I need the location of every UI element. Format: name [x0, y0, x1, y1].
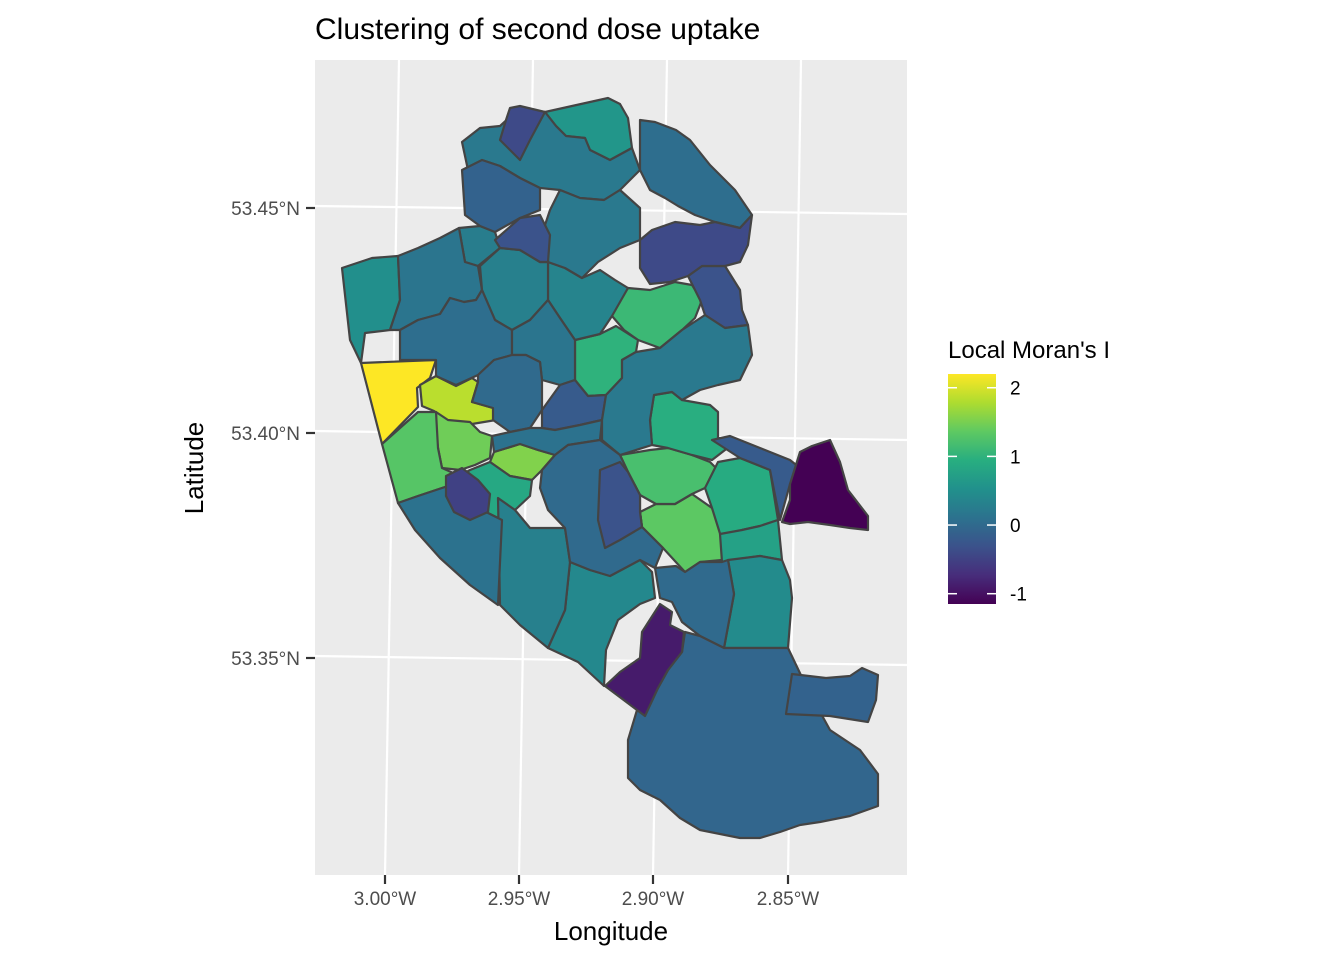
gridline-lat-53.35	[315, 654, 907, 667]
legend-tick-label: 2	[1010, 379, 1021, 400]
x-tick-label: 3.00°W	[354, 889, 417, 910]
region	[603, 602, 686, 718]
map-regions	[340, 96, 880, 840]
region	[493, 213, 552, 264]
region	[722, 554, 794, 650]
region	[780, 438, 870, 532]
region	[496, 496, 572, 650]
legend-colorbar	[948, 374, 996, 604]
region	[596, 460, 644, 550]
legend: Local Moran's I 2 1 0 -1	[948, 337, 1110, 606]
x-tick-label: 2.90°W	[622, 889, 685, 910]
legend-ticks: 2 1 0 -1	[948, 379, 1027, 606]
x-tick-label: 2.85°W	[757, 889, 820, 910]
legend-tick-label: 1	[1010, 447, 1021, 468]
y-tick-label: 53.40°N	[231, 424, 300, 445]
region	[396, 474, 504, 607]
y-tick-label: 53.45°N	[231, 199, 300, 220]
region	[784, 666, 880, 724]
y-tick-label: 53.35°N	[231, 649, 300, 670]
chart-title: Clustering of second dose uptake	[315, 13, 760, 46]
y-axis-title: Latitude	[179, 422, 209, 515]
region	[444, 466, 492, 522]
axis-ticks	[306, 206, 790, 884]
region	[638, 213, 754, 286]
region	[498, 104, 547, 162]
x-tick-label: 2.95°W	[488, 889, 551, 910]
region	[470, 353, 544, 434]
x-axis-title: Longitude	[554, 916, 668, 946]
region	[600, 313, 754, 457]
region	[460, 158, 542, 234]
legend-tick-label: -1	[1010, 585, 1027, 606]
region	[653, 558, 736, 650]
legend-tick-label: 0	[1010, 516, 1021, 537]
legend-title: Local Moran's I	[948, 337, 1110, 364]
